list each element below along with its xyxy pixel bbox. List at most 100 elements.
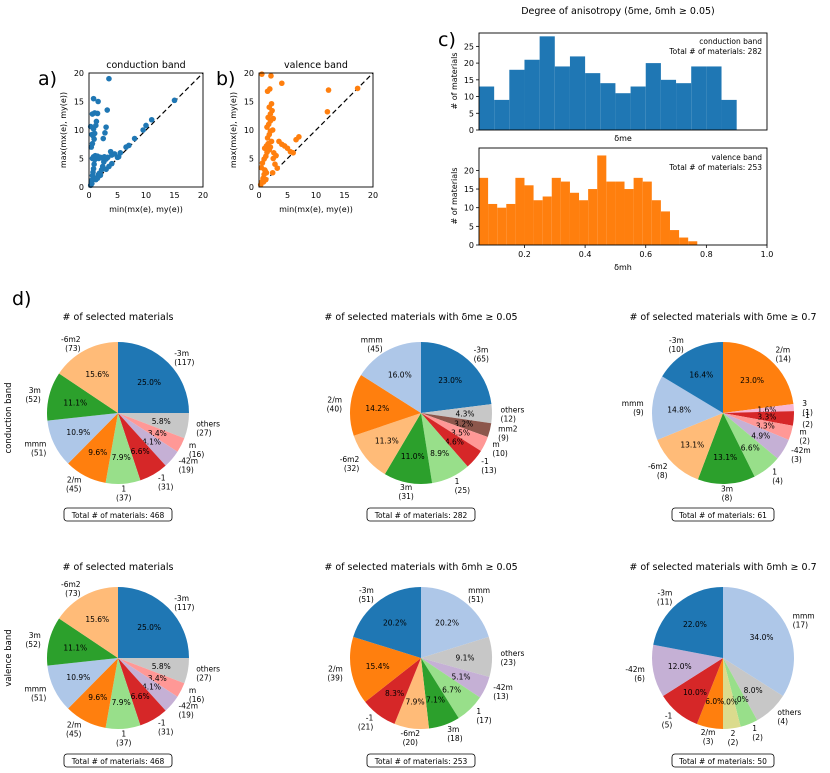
pie-slices: 23.0% -3m(65) 4.3% others(12) 3.2% mm2(9) 3.5%… bbox=[327, 335, 525, 501]
pie-slice bbox=[663, 658, 723, 725]
pie-category-label: m bbox=[492, 440, 499, 449]
scatter-point bbox=[324, 108, 331, 115]
pie-title: # of selected materials bbox=[63, 562, 174, 573]
pie-slice bbox=[723, 587, 794, 697]
hist-bar bbox=[706, 66, 722, 130]
hist-bar bbox=[630, 86, 646, 130]
pie-count-label: (17) bbox=[793, 621, 808, 630]
hist-conduction-xlabel: δme bbox=[614, 134, 632, 143]
y-tick-label: 20 bbox=[464, 59, 474, 68]
x-tick-label: 15 bbox=[169, 191, 179, 200]
hist-bar bbox=[524, 185, 534, 245]
pie-slice bbox=[421, 413, 481, 467]
pie-title: # of selected materials bbox=[63, 312, 174, 323]
pie-slice bbox=[47, 413, 118, 464]
hist-conduction-legend-total: Total # of materials: 282 bbox=[668, 47, 762, 56]
pie-valence-07: # of selected materials with δmh ≥ 0.7 3… bbox=[625, 562, 817, 768]
hist-valence-xlabel: δmh bbox=[614, 263, 632, 272]
pie-title: # of selected materials with δmh ≥ 0.05 bbox=[324, 562, 517, 573]
pie-pct-label: 5.8% bbox=[152, 417, 171, 426]
pie-slice bbox=[723, 658, 741, 729]
pie-category-label: 1 bbox=[121, 729, 126, 738]
pie-count-label: (1) bbox=[802, 408, 813, 417]
pie-total: Total # of materials: 468 bbox=[71, 511, 165, 520]
pie-slice bbox=[652, 644, 723, 697]
pie-slice bbox=[723, 413, 789, 459]
pie-slice bbox=[653, 587, 723, 658]
pie-count-label: (5) bbox=[662, 720, 673, 729]
y-tick-label: 0 bbox=[79, 183, 84, 192]
pie-category-label: -42m bbox=[178, 457, 198, 466]
hist-bar bbox=[660, 79, 677, 130]
hist-bar bbox=[515, 177, 525, 245]
pie-pct-label: 16.0% bbox=[388, 370, 412, 379]
y-tick-label: 0 bbox=[469, 126, 474, 135]
scatter-conduction-ylabel: max(mx(e), my(e)) bbox=[59, 92, 68, 168]
x-tick-label: 10 bbox=[141, 191, 151, 200]
hist-valence-frame bbox=[478, 147, 768, 246]
pie-category-label: others bbox=[196, 419, 220, 428]
pie-slice bbox=[723, 413, 793, 440]
pie-slice bbox=[696, 658, 723, 729]
panel-label-d: d) bbox=[12, 288, 31, 310]
pie-pct-label: 6.7% bbox=[442, 686, 461, 695]
hist-valence-bars bbox=[479, 155, 698, 245]
pie-slice bbox=[421, 658, 459, 729]
pie-total: Total # of materials: 61 bbox=[678, 511, 767, 520]
pie-category-label: -1 bbox=[158, 474, 166, 483]
scatter-valence-ylabel: max(mx(e), my(e)) bbox=[229, 92, 238, 168]
hist-bar bbox=[509, 69, 525, 130]
scatter-valence-frame bbox=[258, 72, 374, 188]
pie-category-label: -1 bbox=[481, 457, 489, 466]
pie-count-label: (52) bbox=[25, 395, 40, 404]
hist-conduction-bars bbox=[479, 36, 737, 131]
pie-slice bbox=[118, 658, 166, 726]
pie-category-label: -6m2 bbox=[340, 455, 360, 464]
pie-pct-label: 14.2% bbox=[365, 404, 389, 413]
pie-count-label: (4) bbox=[772, 476, 783, 485]
y-tick-label: 15 bbox=[464, 76, 474, 85]
pie-slices: 23.0%2/m(14)1.6%3(1)3.3% -1(2)3.3%m(2)4.9… bbox=[622, 336, 813, 503]
pie-count-label: (51) bbox=[31, 694, 46, 703]
x-tick-label: 20 bbox=[368, 191, 378, 200]
pie-pct-label: 13.1% bbox=[680, 441, 704, 450]
pie-category-label: m bbox=[189, 686, 196, 695]
pie-title: # of selected materials with δme ≥ 0.05 bbox=[324, 312, 517, 323]
hist-valence-legend-name: valence band bbox=[712, 153, 763, 162]
pie-pct-label: 4.0% bbox=[730, 695, 749, 704]
hist-bar bbox=[669, 230, 680, 245]
pie-count-label: (19) bbox=[178, 711, 193, 720]
hist-bar bbox=[479, 177, 489, 245]
pie-title: # of selected materials with δmh ≥ 0.7 bbox=[629, 562, 816, 573]
pie-slice bbox=[353, 413, 421, 475]
pie-count-label: (117) bbox=[174, 603, 194, 612]
hist-bar bbox=[554, 66, 570, 130]
pie-count-label: (27) bbox=[196, 673, 211, 682]
scatter-point bbox=[126, 142, 132, 149]
pie-category-label: mmm bbox=[361, 335, 383, 344]
pie-count-label: (45) bbox=[66, 485, 81, 494]
pie-category-label: -42m bbox=[625, 665, 645, 674]
pie-slice bbox=[118, 413, 166, 481]
scatter-point bbox=[279, 80, 285, 87]
pie-pct-label: 5.8% bbox=[152, 662, 171, 671]
pie-category-label: 2/m bbox=[327, 396, 342, 405]
pie-count-label: (65) bbox=[474, 354, 489, 363]
pie-count-label: (73) bbox=[65, 344, 80, 353]
pie-count-label: (9) bbox=[633, 408, 644, 417]
pie-category-label: 2/m bbox=[67, 476, 82, 485]
pie-slice bbox=[723, 342, 794, 413]
pie-conduction-005: # of selected materials with δme ≥ 0.05 … bbox=[324, 312, 525, 522]
pie-total: Total # of materials: 50 bbox=[678, 757, 767, 766]
pie-total-box bbox=[366, 753, 476, 768]
pie-pct-label: 8.3% bbox=[385, 689, 404, 698]
pie-category-label: m bbox=[799, 427, 806, 436]
pie-slice bbox=[59, 342, 118, 413]
pie-slice bbox=[118, 587, 189, 658]
pie-category-label: 2/m bbox=[328, 664, 343, 673]
pie-count-label: (27) bbox=[196, 428, 211, 437]
scatter-point bbox=[100, 135, 107, 142]
scatter-point bbox=[89, 180, 95, 187]
pie-category-label: 2/m bbox=[776, 345, 791, 354]
scatter-conduction-points bbox=[87, 75, 178, 189]
